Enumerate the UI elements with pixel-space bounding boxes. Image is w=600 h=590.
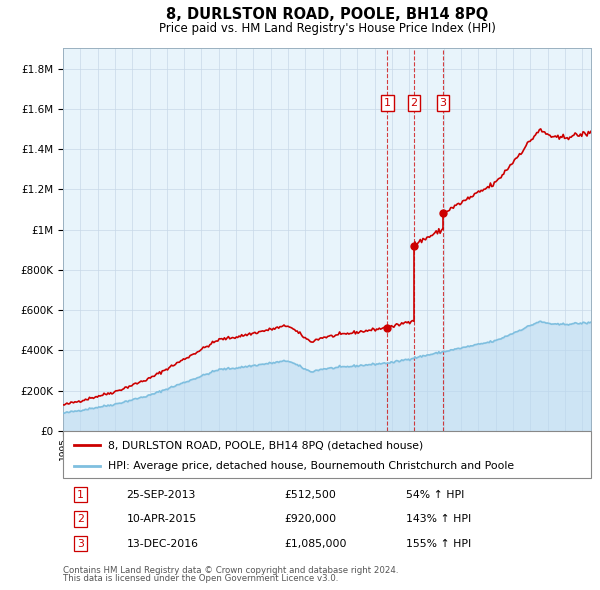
Text: 155% ↑ HPI: 155% ↑ HPI: [406, 539, 472, 549]
Text: 1: 1: [384, 98, 391, 108]
Text: HPI: Average price, detached house, Bournemouth Christchurch and Poole: HPI: Average price, detached house, Bour…: [108, 461, 514, 471]
Text: £920,000: £920,000: [285, 514, 337, 524]
Text: 2: 2: [410, 98, 418, 108]
Text: Contains HM Land Registry data © Crown copyright and database right 2024.: Contains HM Land Registry data © Crown c…: [63, 566, 398, 575]
Text: 10-APR-2015: 10-APR-2015: [127, 514, 197, 524]
Text: 143% ↑ HPI: 143% ↑ HPI: [406, 514, 472, 524]
Text: 3: 3: [439, 98, 446, 108]
Text: This data is licensed under the Open Government Licence v3.0.: This data is licensed under the Open Gov…: [63, 574, 338, 583]
Text: 25-SEP-2013: 25-SEP-2013: [127, 490, 196, 500]
Text: 8, DURLSTON ROAD, POOLE, BH14 8PQ (detached house): 8, DURLSTON ROAD, POOLE, BH14 8PQ (detac…: [108, 440, 423, 450]
Text: £1,085,000: £1,085,000: [285, 539, 347, 549]
Text: 54% ↑ HPI: 54% ↑ HPI: [406, 490, 464, 500]
Text: £512,500: £512,500: [285, 490, 337, 500]
Text: 2: 2: [77, 514, 84, 524]
Text: 3: 3: [77, 539, 84, 549]
Text: Price paid vs. HM Land Registry's House Price Index (HPI): Price paid vs. HM Land Registry's House …: [158, 22, 496, 35]
Text: 13-DEC-2016: 13-DEC-2016: [127, 539, 199, 549]
Text: 1: 1: [77, 490, 84, 500]
Text: 8, DURLSTON ROAD, POOLE, BH14 8PQ: 8, DURLSTON ROAD, POOLE, BH14 8PQ: [166, 8, 488, 22]
